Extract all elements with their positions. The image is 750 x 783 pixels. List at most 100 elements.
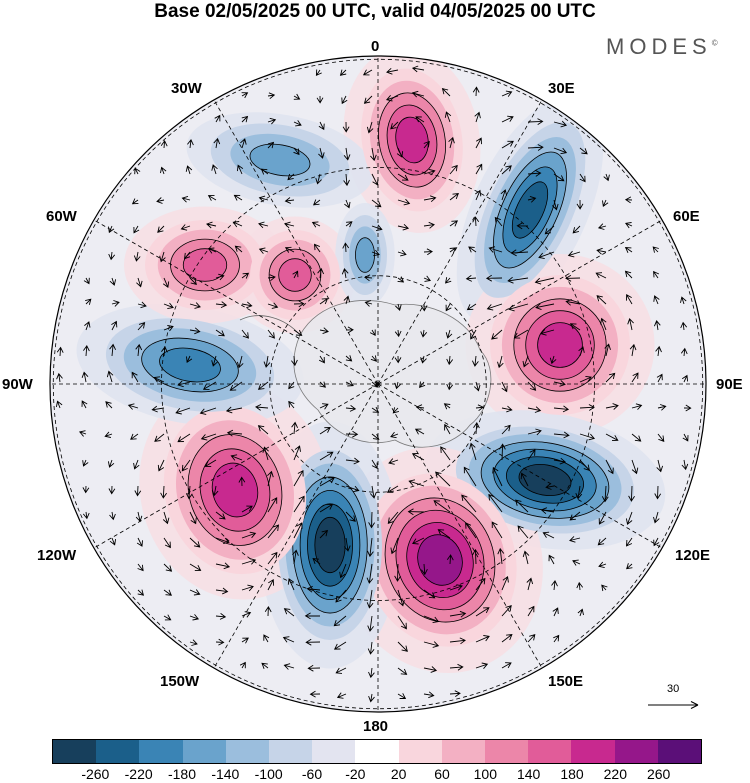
- wind-vector-arrow: [579, 459, 590, 471]
- wind-vector-arrow: [288, 381, 295, 390]
- wind-vector-arrow: [491, 329, 503, 340]
- wind-vector-arrow: [549, 355, 557, 365]
- wind-vector-arrow: [207, 195, 217, 201]
- wind-vector-arrow: [315, 69, 322, 77]
- wind-vector-arrow: [175, 407, 191, 415]
- wind-vector-arrow: [343, 147, 351, 161]
- wind-vector-arrow: [527, 118, 544, 125]
- label-lon-120e: 120E: [675, 547, 711, 564]
- wind-vector-arrow: [449, 637, 466, 645]
- wind-vector-arrow: [513, 329, 529, 339]
- wind-vector-arrow: [368, 667, 375, 679]
- wind-vector-arrow: [597, 223, 607, 230]
- wind-vector-arrow: [501, 165, 512, 175]
- wind-vector-arrow: [367, 615, 374, 632]
- colorbar-swatch: [657, 740, 702, 763]
- wind-vector-arrow: [397, 173, 409, 181]
- wind-vector-arrow: [553, 120, 568, 128]
- wind-vector-arrow: [397, 667, 408, 675]
- positive-anomaly-contour: [395, 117, 429, 163]
- wind-vector-arrow: [267, 141, 275, 149]
- colorbar-swatch: [528, 740, 572, 763]
- contour-line: [493, 151, 567, 269]
- wind-vector-arrow: [626, 294, 633, 305]
- wind-vector-arrow: [500, 189, 508, 201]
- wind-vector-arrow: [369, 485, 377, 499]
- wind-vector-arrow: [624, 196, 633, 204]
- wind-vector-arrow: [631, 433, 642, 442]
- wind-vector-arrow: [653, 295, 660, 305]
- wind-vector-arrow: [215, 301, 228, 309]
- wind-vector-arrow: [311, 221, 321, 228]
- contour-line: [511, 181, 549, 239]
- wind-vector-arrow: [293, 329, 303, 336]
- wind-vector-arrow: [257, 425, 269, 435]
- wind-vector-arrow: [445, 277, 452, 284]
- wind-vector-arrow: [315, 173, 322, 185]
- wind-vector-arrow: [461, 494, 477, 513]
- wind-vector-arrow: [109, 343, 117, 357]
- wind-vector-arrow: [466, 303, 477, 311]
- wind-vector-arrow: [501, 140, 514, 149]
- modes-logo: MODES©: [606, 34, 718, 60]
- wind-vector-arrow: [264, 606, 272, 617]
- wind-vector-arrow: [343, 173, 350, 187]
- wind-vector-arrow: [56, 346, 64, 357]
- wind-vector-arrow: [85, 298, 92, 305]
- wind-vector-arrow: [319, 503, 334, 513]
- wind-vector-arrow: [548, 554, 555, 565]
- wind-vector-arrow: [159, 251, 166, 263]
- wind-vector-arrow: [680, 347, 688, 357]
- wind-vector-arrow: [449, 247, 457, 254]
- wind-vector-arrow: [185, 165, 193, 175]
- wind-vector-arrow: [527, 195, 537, 203]
- contour-line: [502, 166, 558, 254]
- wind-vector-arrow: [598, 561, 607, 569]
- wind-vector-arrow: [411, 65, 425, 73]
- wind-vector-arrow: [267, 551, 278, 565]
- wind-vector-arrow: [497, 547, 505, 565]
- positive-anomaly-contour: [537, 322, 583, 368]
- wind-vector-arrow: [449, 690, 461, 697]
- wind-vector-arrow: [189, 639, 198, 646]
- wind-vector-arrow: [565, 274, 581, 282]
- wind-vector-arrow: [189, 614, 200, 621]
- wind-vector-arrow: [304, 612, 321, 620]
- wind-vector-arrow: [596, 295, 607, 305]
- antarctica-outline: [293, 300, 492, 448]
- wind-vector-arrow: [267, 302, 279, 309]
- wind-vector-arrow: [199, 407, 217, 415]
- wind-vector-arrow: [255, 403, 269, 411]
- contour-line: [406, 522, 474, 598]
- wind-vector-arrow: [293, 120, 302, 127]
- negative-anomaly-contour: [314, 517, 346, 573]
- wind-vector-arrow: [267, 92, 276, 100]
- label-lon-150w: 150W: [160, 673, 200, 690]
- wind-vector-arrow: [163, 563, 173, 572]
- latitude-circle: [161, 167, 595, 601]
- wind-vector-arrow: [463, 466, 477, 487]
- colorbar-tick-label: -100: [254, 766, 283, 782]
- wind-vector-arrow: [414, 428, 425, 435]
- wind-vector-arrow: [569, 536, 581, 543]
- wind-vector-arrow: [553, 457, 567, 465]
- wind-vector-arrow: [293, 522, 303, 539]
- wind-vector-arrow: [82, 459, 89, 467]
- wind-vector-arrow: [656, 459, 664, 473]
- wind-vector-arrow: [263, 634, 270, 643]
- wind-vector-arrow: [371, 406, 380, 413]
- wind-vector-arrow: [446, 381, 454, 391]
- wind-vector-arrow: [386, 67, 399, 75]
- wind-vector-arrow: [368, 511, 375, 529]
- wind-vector-arrow: [475, 607, 490, 617]
- wind-vector-arrow: [390, 537, 399, 555]
- wind-vector-arrow: [472, 548, 479, 565]
- wind-vector-arrow: [339, 563, 347, 579]
- wind-vector-arrow: [626, 537, 633, 547]
- wind-vector-arrow: [441, 87, 451, 97]
- wind-vector-arrow: [241, 301, 253, 309]
- wind-vector-arrow: [156, 197, 165, 204]
- contour-line: [182, 248, 228, 282]
- wind-vector-arrow: [343, 537, 351, 552]
- wind-vector-arrow: [134, 167, 141, 175]
